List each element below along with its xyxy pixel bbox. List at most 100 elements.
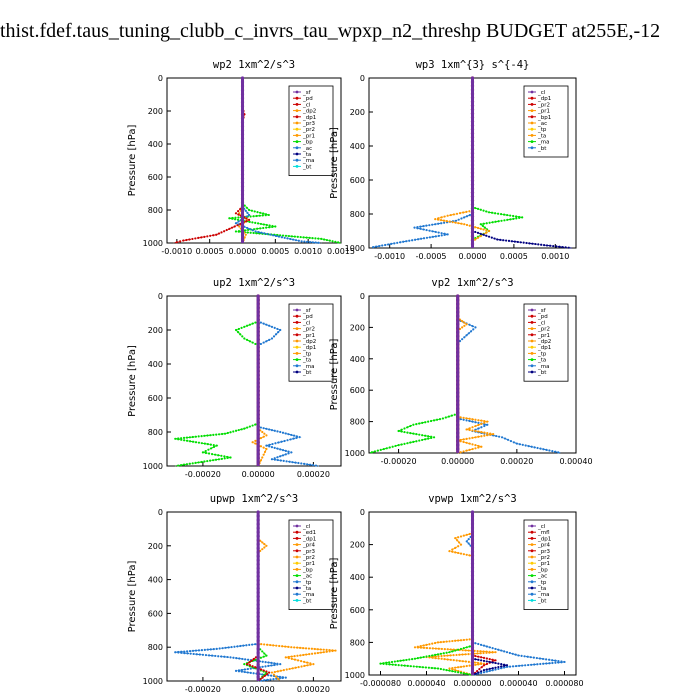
data-point: [518, 664, 521, 667]
data-point: [303, 660, 306, 663]
data-point: [194, 237, 197, 240]
data-point: [265, 226, 268, 229]
data-point: [254, 656, 258, 659]
data-point: [261, 214, 264, 217]
data-point: [487, 229, 491, 233]
y-tick-label: 400: [148, 576, 163, 585]
data-point: [262, 655, 265, 658]
data-point: [474, 418, 477, 421]
data-point: [471, 447, 474, 451]
data-point: [251, 424, 254, 427]
data-point: [488, 651, 491, 654]
data-point: [279, 430, 282, 434]
data-point: [470, 645, 475, 649]
data-point: [458, 659, 461, 662]
data-point: [194, 649, 198, 652]
data-point: [421, 438, 424, 442]
data-point: [474, 672, 477, 675]
legend-marker: [295, 599, 299, 602]
data-point: [372, 246, 375, 249]
data-point: [261, 548, 264, 551]
legend-marker: [530, 345, 534, 349]
data-point: [272, 335, 276, 338]
legend-marker: [530, 370, 534, 374]
data-point: [457, 541, 461, 544]
data-point: [277, 677, 280, 680]
x-tick-label: 0.0005: [196, 247, 224, 256]
data-point: [479, 223, 482, 226]
data-point: [211, 654, 214, 657]
data-point: [456, 447, 460, 451]
data-point: [269, 233, 272, 236]
data-point: [296, 659, 300, 662]
data-point: [215, 233, 218, 236]
data-point: [245, 644, 248, 647]
data-point: [446, 658, 449, 661]
data-point: [470, 550, 475, 554]
data-point: [536, 446, 539, 450]
data-point: [254, 666, 257, 669]
data-point: [240, 217, 245, 221]
data-point: [256, 420, 260, 425]
data-point: [428, 643, 431, 646]
legend-marker: [530, 146, 534, 150]
legend-marker: [295, 345, 299, 349]
data-point: [491, 661, 494, 664]
legend-label: _cl: [302, 102, 311, 108]
data-point: [459, 451, 462, 454]
data-point: [485, 229, 488, 232]
legend-marker: [530, 134, 534, 137]
legend-label: _pr2: [537, 555, 550, 561]
data-point: [460, 217, 463, 220]
y-tick-label: 600: [148, 173, 163, 182]
data-point: [251, 341, 254, 344]
data-point: [236, 645, 239, 648]
y-tick-label: 800: [350, 418, 365, 427]
data-point: [474, 642, 477, 645]
data-point: [234, 230, 238, 233]
data-point: [455, 653, 458, 657]
data-point: [312, 663, 315, 666]
legend-label: _pr1: [302, 561, 315, 567]
data-point: [248, 220, 251, 223]
data-point: [470, 100, 475, 104]
data-point: [476, 207, 480, 210]
data-point: [397, 444, 400, 447]
data-point: [474, 447, 477, 450]
data-point: [480, 435, 483, 438]
data-point: [256, 341, 260, 346]
data-point: [422, 228, 425, 231]
data-point: [471, 420, 474, 423]
data-point: [412, 423, 415, 426]
data-point: [406, 664, 409, 668]
data-point: [206, 459, 209, 463]
series-1: [368, 294, 459, 454]
x-tick-label: -0.0005: [416, 252, 447, 261]
data-point: [463, 324, 466, 327]
data-point: [290, 657, 293, 660]
data-point: [256, 432, 260, 436]
data-point: [414, 238, 417, 241]
data-point: [470, 104, 475, 108]
data-point: [554, 659, 557, 662]
data-point: [385, 663, 388, 666]
data-point: [225, 228, 228, 232]
data-point: [245, 220, 248, 223]
data-point: [303, 462, 306, 465]
data-point: [461, 320, 464, 323]
data-point: [508, 665, 512, 668]
data-point: [191, 440, 195, 443]
data-point: [287, 645, 290, 648]
data-point: [220, 655, 223, 658]
data-point: [180, 438, 183, 441]
y-tick-label: 600: [350, 176, 365, 185]
data-point: [468, 428, 471, 432]
data-point: [256, 635, 260, 639]
data-point: [240, 668, 244, 672]
data-point: [456, 443, 460, 447]
data-point: [470, 558, 475, 562]
data-point: [468, 645, 471, 648]
data-point: [308, 240, 312, 244]
legend-marker: [530, 524, 534, 528]
data-point: [444, 416, 447, 419]
